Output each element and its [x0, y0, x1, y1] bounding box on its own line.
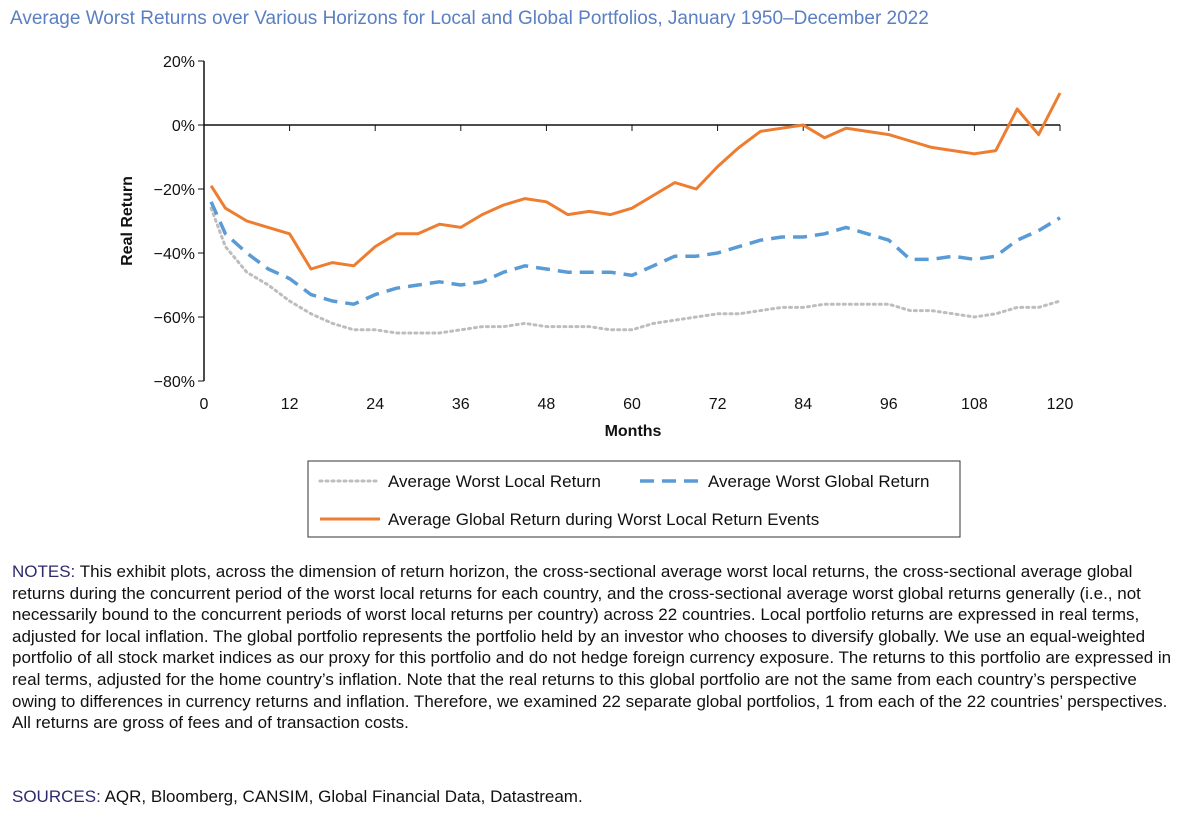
x-tick-label: 24 [366, 396, 384, 413]
sources-label: SOURCES: [12, 787, 101, 806]
chart-title: Average Worst Returns over Various Horiz… [10, 8, 929, 29]
legend-label: Average Global Return during Worst Local… [388, 510, 819, 529]
x-tick-label: 84 [794, 396, 812, 413]
legend-box [307, 460, 961, 538]
x-axis-label: Months [605, 423, 662, 440]
x-tick-label: 48 [538, 396, 556, 413]
notes-text: This exhibit plots, across the dimension… [12, 562, 1172, 733]
y-tick-label: −80% [154, 374, 195, 391]
x-tick-label: 120 [1047, 396, 1074, 413]
notes: NOTES: This exhibit plots, across the di… [12, 561, 1177, 734]
chart: Average Worst Returns over Various Horiz… [10, 8, 1074, 538]
y-tick-label: −20% [154, 182, 195, 199]
sources-text: AQR, Bloomberg, CANSIM, Global Financial… [104, 787, 583, 806]
y-tick-label: −40% [154, 246, 195, 263]
x-tick-label: 72 [709, 396, 727, 413]
x-tick-label: 60 [623, 396, 641, 413]
y-tick-label: 0% [172, 118, 195, 135]
x-tick-label: 12 [281, 396, 299, 413]
series-line [209, 206, 1062, 335]
x-tick-label: 0 [200, 396, 209, 413]
sources: SOURCES: AQR, Bloomberg, CANSIM, Global … [12, 787, 1177, 807]
y-tick-label: −60% [154, 310, 195, 327]
x-tick-label: 108 [961, 396, 988, 413]
y-tick-label: 20% [163, 54, 195, 71]
notes-label: NOTES: [12, 562, 76, 581]
y-axis-label: Real Return [119, 176, 136, 266]
x-tick-label: 36 [452, 396, 470, 413]
series-line [209, 92, 1062, 271]
x-tick-label: 96 [880, 396, 898, 413]
legend-label: Average Worst Global Return [708, 472, 929, 491]
legend-label: Average Worst Local Return [388, 472, 601, 491]
series-line [209, 201, 1061, 306]
